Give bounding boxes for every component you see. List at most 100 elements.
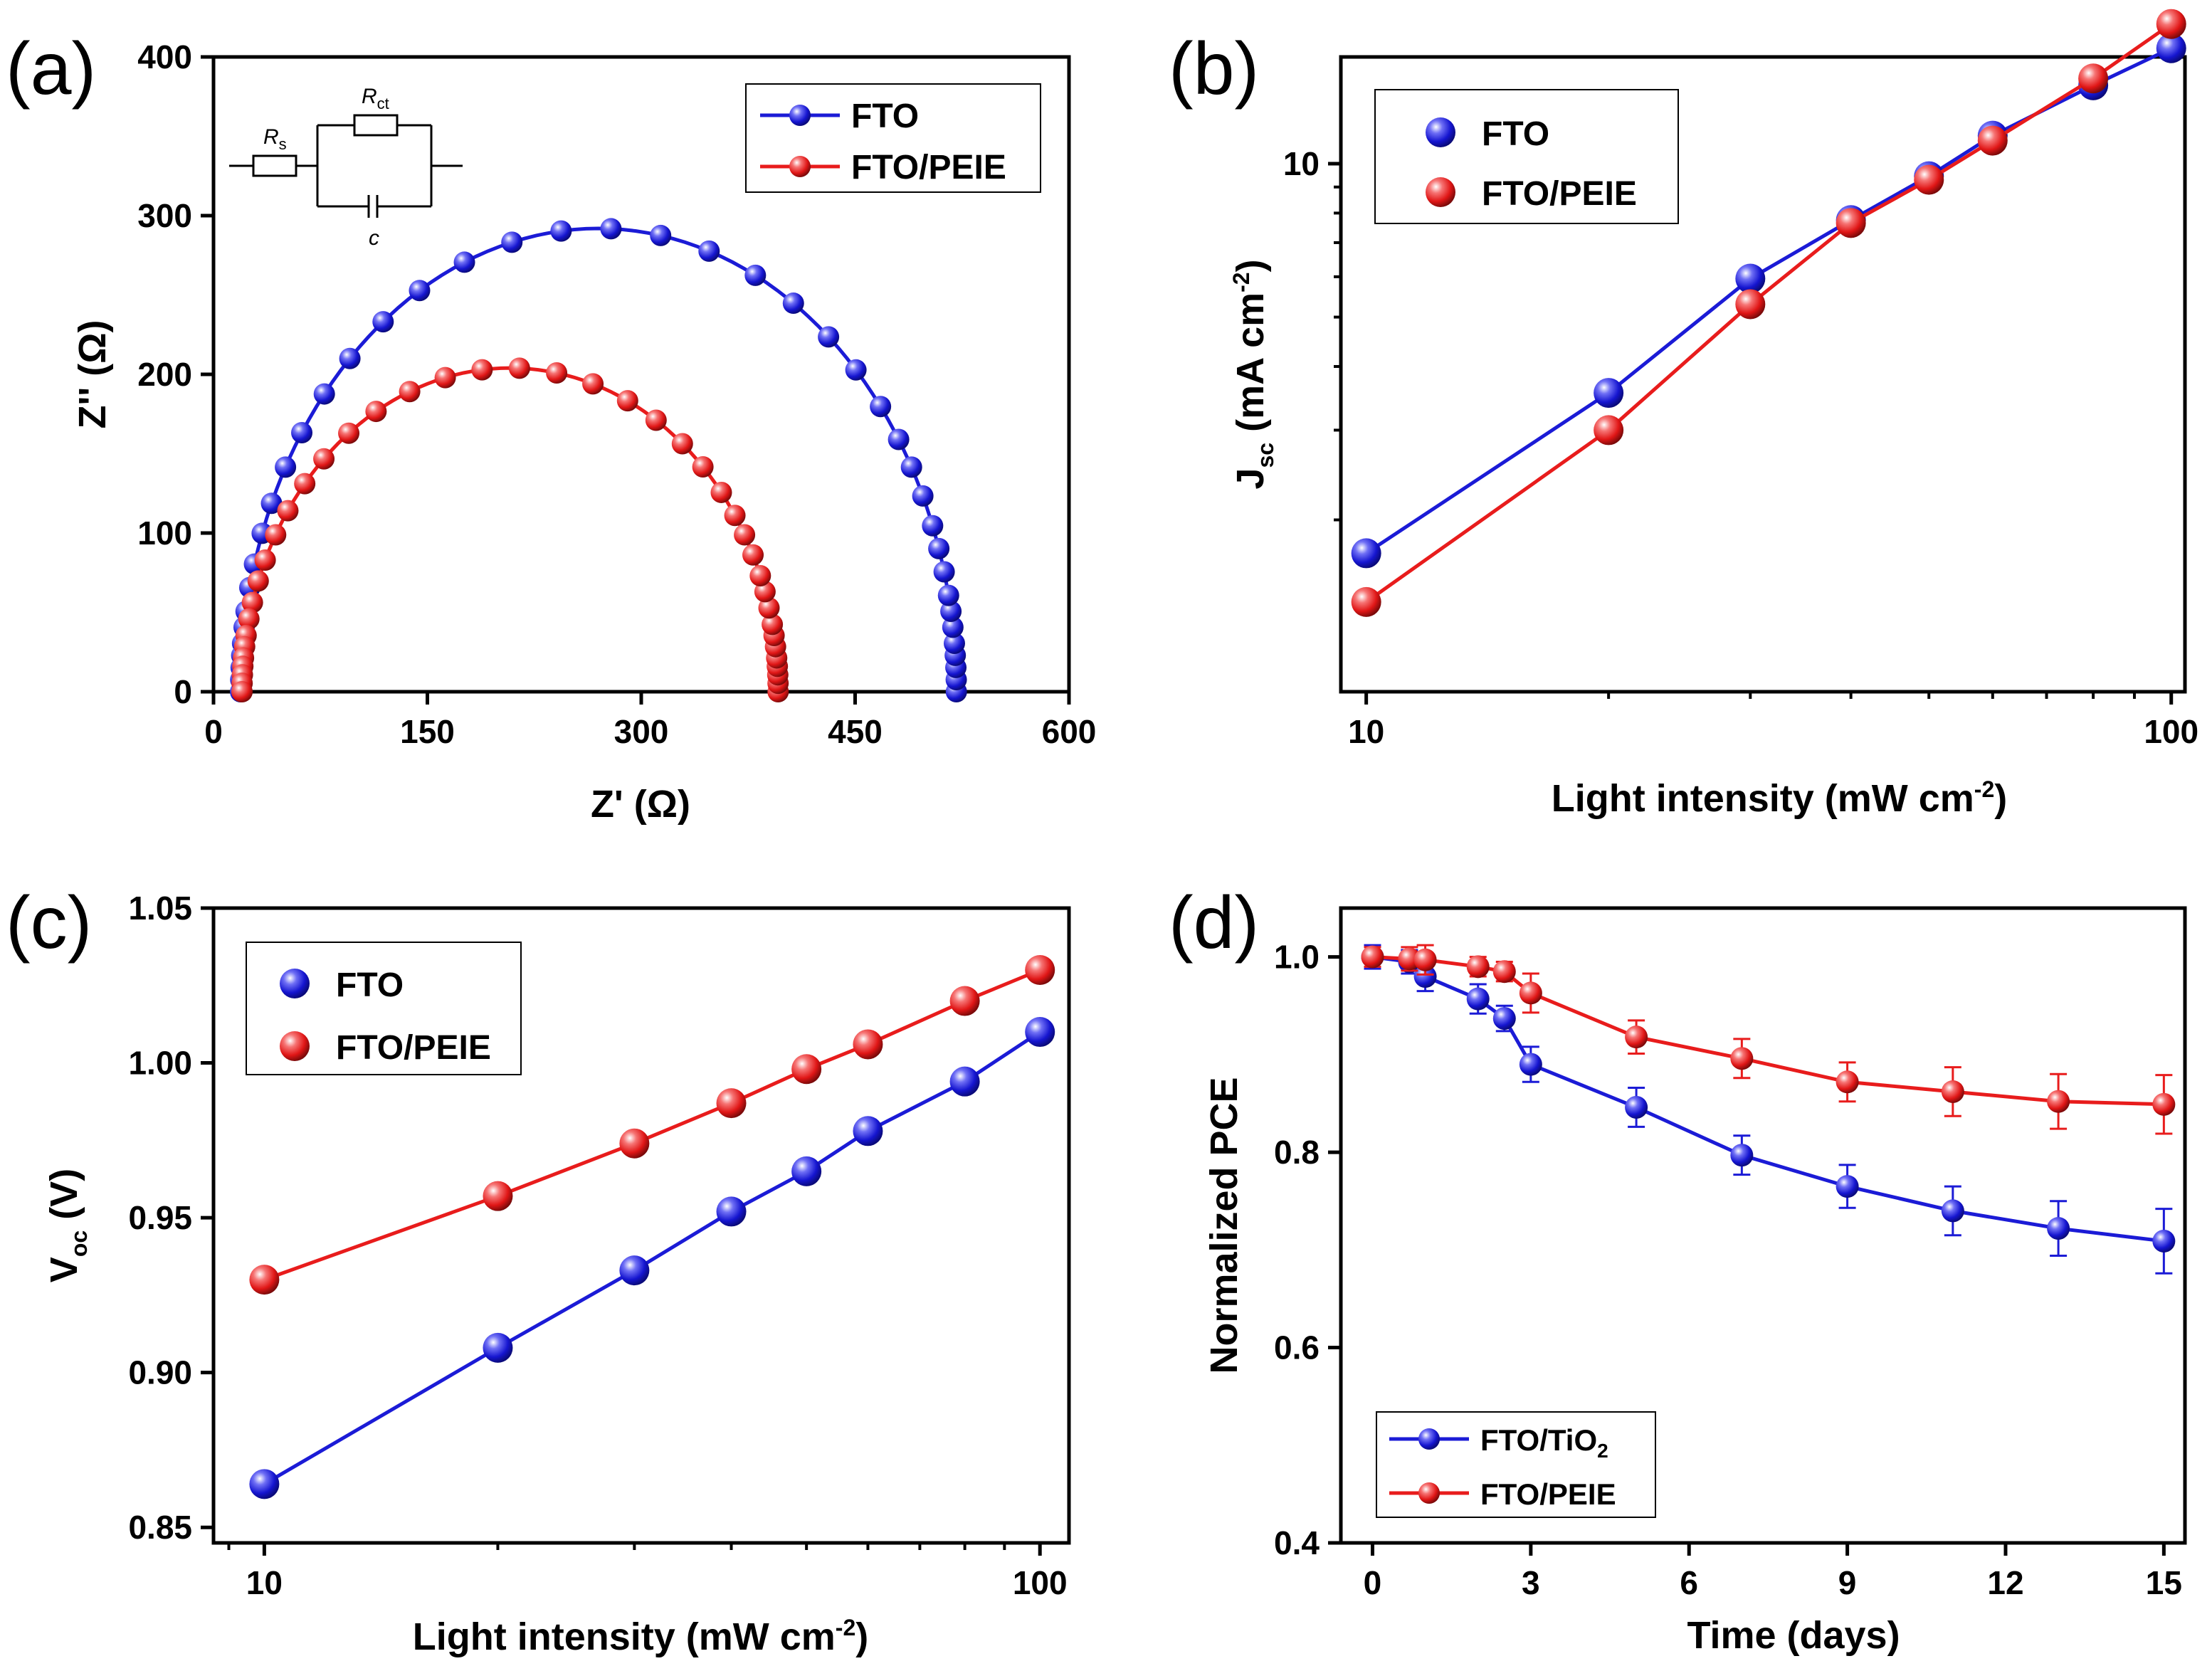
data-point-peie [241, 591, 263, 613]
data-point-fto [782, 292, 804, 315]
data-point-fto [818, 326, 840, 348]
axis-ticks-c: 10 100 0.85 0.90 0.95 1.00 1.05 [128, 890, 1067, 1601]
series-line-peie [1372, 955, 2164, 1107]
data-point-fto [1730, 1144, 1754, 1167]
data-point-fto [501, 231, 523, 253]
x-axis-label-c: Light intensity (mW cm-2) [413, 1615, 868, 1658]
plot-frame-c [211, 906, 1071, 1545]
panel-label-c: (c) [6, 882, 92, 964]
data-point-fto [249, 1469, 280, 1499]
y-tick-label-a: 0 [174, 673, 192, 710]
series-line-peie [263, 968, 1041, 1282]
data-point-peie [2152, 1092, 2176, 1116]
data-point-fto [650, 224, 672, 246]
data-point-fto [949, 1066, 980, 1097]
data-point-fto [372, 311, 394, 333]
y-tick-label-a: 400 [137, 38, 192, 75]
legend-label-b-peie: FTO/PEIE [1482, 175, 1637, 213]
y-tick-label-c: 0.90 [128, 1354, 192, 1391]
data-point-fto [339, 347, 361, 369]
data-point-peie [231, 681, 253, 702]
x-tick-label-d: 6 [1680, 1564, 1698, 1601]
data-point-peie [471, 359, 493, 381]
x-tick-label-c: 100 [1013, 1564, 1068, 1601]
x-axis-label-d: Time (days) [1687, 1614, 1900, 1657]
data-point-peie [2156, 9, 2186, 39]
data-point-fto [2152, 1229, 2176, 1253]
data-point-peie [313, 448, 335, 470]
data-point-peie [762, 613, 784, 636]
data-point-peie [1941, 1080, 1964, 1103]
data-point-peie [365, 401, 387, 423]
legend-marker-a-fto [789, 105, 811, 126]
data-point-fto [942, 616, 964, 638]
data-point-peie [1594, 415, 1624, 446]
legend-label-b-fto: FTO [1482, 115, 1549, 153]
panel-a: 0 150 300 450 600 0 100 200 300 400 Z' (Ω) Z'' (Ω… [71, 38, 1096, 826]
series-group-a [230, 218, 967, 702]
x-tick-label-c: 10 [246, 1564, 283, 1601]
data-point-peie [724, 505, 746, 527]
x-tick-label-d: 12 [1987, 1564, 2023, 1601]
x-tick-label-a: 300 [614, 713, 669, 750]
panel-c: 10 100 0.85 0.90 0.95 1.00 1.05 Light intensit… [43, 890, 1071, 1658]
data-point-fto [1594, 378, 1624, 408]
data-point-peie [1977, 125, 2008, 156]
data-point-fto [716, 1196, 747, 1227]
series-line-fto [263, 1030, 1041, 1486]
data-point-peie [616, 390, 638, 412]
data-point-peie [791, 1054, 822, 1085]
legend-marker-c-fto [280, 969, 310, 998]
y-axis-label-a: Z'' (Ω) [71, 320, 114, 429]
axis-ticks-a: 0 150 300 450 600 0 100 200 300 400 [137, 38, 1096, 750]
legend-marker-d-fto [1418, 1428, 1440, 1450]
legend-box-c [246, 942, 522, 1075]
data-point-peie [508, 357, 530, 379]
data-point-fto [600, 218, 622, 240]
y-tick-label-a: 200 [137, 356, 192, 393]
equivalent-circuit-inset [229, 114, 463, 218]
data-point-peie [671, 433, 693, 455]
data-point-fto [1735, 263, 1766, 294]
legend-label-a-fto: FTO [851, 97, 919, 135]
data-point-fto [1351, 538, 1381, 569]
data-point-peie [254, 549, 276, 571]
y-tick-label-d: 0.4 [1274, 1524, 1320, 1561]
data-point-peie [692, 456, 714, 478]
y-tick-label-c: 1.05 [128, 890, 192, 927]
y-axis-label-c: Voc (V) [43, 1169, 92, 1282]
x-tick-label-b: 100 [2144, 713, 2198, 750]
data-point-fto [550, 220, 572, 242]
data-point-fto [260, 492, 283, 515]
x-tick-label-d: 3 [1522, 1564, 1540, 1601]
legend-marker-d-peie [1418, 1482, 1440, 1504]
data-point-fto [853, 1116, 883, 1146]
data-point-peie [546, 362, 568, 384]
data-point-fto [928, 537, 950, 559]
y-tick-label-a: 300 [137, 197, 192, 234]
legend-label-c-peie: FTO/PEIE [336, 1029, 491, 1067]
x-axis-label-a: Z' (Ω) [591, 783, 690, 826]
series-group-b [1351, 9, 2186, 617]
data-point-peie [1413, 948, 1437, 971]
data-point-fto [900, 456, 922, 478]
data-point-fto [912, 485, 934, 507]
data-point-fto [1025, 1017, 1055, 1048]
axis-ticks-d: 0 3 6 9 12 15 0.4 0.6 0.8 1.0 [1274, 939, 2182, 1601]
panel-label-d: (d) [1169, 882, 1259, 964]
data-point-peie [1519, 981, 1542, 1005]
x-tick-label-a: 150 [400, 713, 455, 750]
legend-label-d-peie: FTO/PEIE [1480, 1477, 1616, 1511]
data-point-peie [1351, 586, 1381, 617]
data-point-fto [453, 251, 475, 273]
data-point-fto [1941, 1199, 1964, 1223]
x-tick-label-b: 10 [1348, 713, 1384, 750]
data-point-peie [2047, 1090, 2070, 1113]
y-axis-label-b: Jsc (mA cm-2) [1228, 259, 1278, 489]
data-point-fto [2047, 1217, 2070, 1240]
data-point-peie [247, 570, 269, 592]
data-point-peie [734, 524, 756, 546]
rct-label: Rct [362, 85, 389, 112]
series-line-fto [1365, 46, 2172, 555]
data-point-peie [710, 481, 732, 503]
